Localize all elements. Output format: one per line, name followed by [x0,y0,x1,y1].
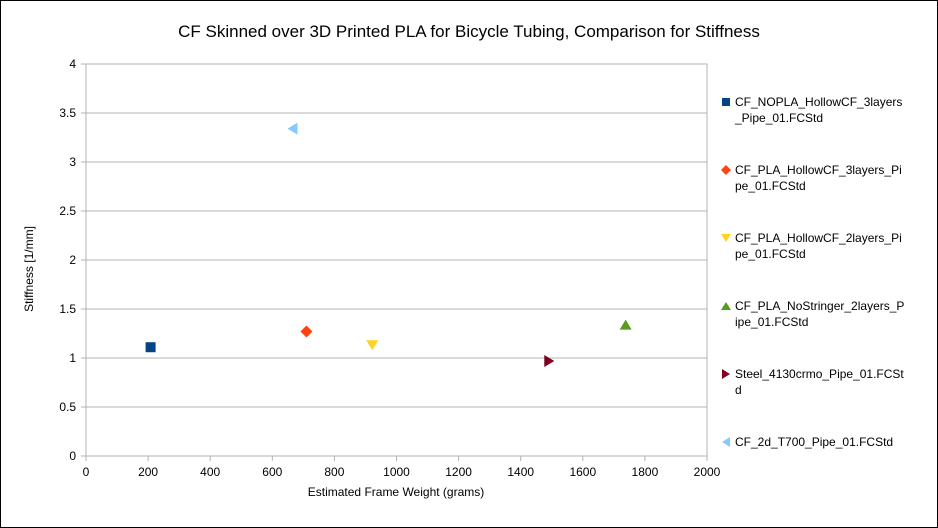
y-tick-label: 1 [69,351,76,365]
data-point [300,325,313,338]
grid-lines [86,63,707,457]
x-tick-label: 1800 [632,465,659,479]
legend-marker [722,98,730,106]
y-tick-label: 2.5 [59,204,76,218]
x-tick-label: 400 [200,465,220,479]
data-points [145,122,632,367]
y-tick-label: 1.5 [59,302,76,316]
x-tick-label: 1000 [383,465,410,479]
y-tick-label: 4 [69,57,76,71]
legend-marker [721,234,731,242]
x-tick-label: 600 [262,465,282,479]
x-tick-label: 1400 [507,465,534,479]
y-axis-ticks: 0 0.5 1 1.5 2 2.5 3 3.5 4 [59,57,86,463]
x-tick-label: 2000 [694,465,721,479]
y-tick-label: 0.5 [59,400,76,414]
y-tick-label: 3 [69,155,76,169]
y-tick-label: 2 [69,253,76,267]
data-point [366,340,379,351]
data-point [145,342,156,353]
legend-entry-text: CF_PLA_HollowCF_2layers_Pi [735,231,902,245]
legend-entry-text: CF_2d_T700_Pipe_01.FCStd [735,435,893,449]
x-axis-label: Estimated Frame Weight (grams) [308,485,485,499]
legend-entry-text: ipe_01.FCStd [735,315,808,329]
legend-entry-text: _Pipe_01.FCStd [734,111,823,125]
legend-entry-text: CF_PLA_NoStringer_2layers_P [735,299,904,313]
data-point [544,354,555,367]
legend-entry-text: pe_01.FCStd [735,179,806,193]
legend: CF_NOPLA_HollowCF_3layers _Pipe_01.FCStd C… [721,95,904,449]
data-point [619,319,632,330]
y-tick-label: 0 [69,449,76,463]
legend-entry-text: pe_01.FCStd [735,247,806,261]
legend-marker [722,437,730,447]
legend-marker [721,302,731,310]
y-axis-label: Stiffness [1/mm] [22,226,36,312]
data-point [287,122,298,135]
x-tick-label: 1600 [569,465,596,479]
x-tick-label: 1200 [445,465,472,479]
y-tick-label: 3.5 [59,106,76,120]
x-tick-label: 800 [324,465,344,479]
x-tick-label: 200 [138,465,158,479]
legend-entry-text: d [735,383,742,397]
legend-entry-text: CF_NOPLA_HollowCF_3layers [735,95,902,109]
x-tick-label: 0 [83,465,90,479]
legend-marker [722,369,730,379]
legend-entry-text: Steel_4130crmo_Pipe_01.FCSt [735,367,904,381]
chart-title: CF Skinned over 3D Printed PLA for Bicyc… [178,22,760,41]
legend-marker [721,165,731,175]
legend-entry-text: CF_PLA_HollowCF_3layers_Pi [735,163,902,177]
x-axis-ticks: 0 200 400 600 800 1000 1200 1400 1600 1800 2000 [83,456,721,479]
